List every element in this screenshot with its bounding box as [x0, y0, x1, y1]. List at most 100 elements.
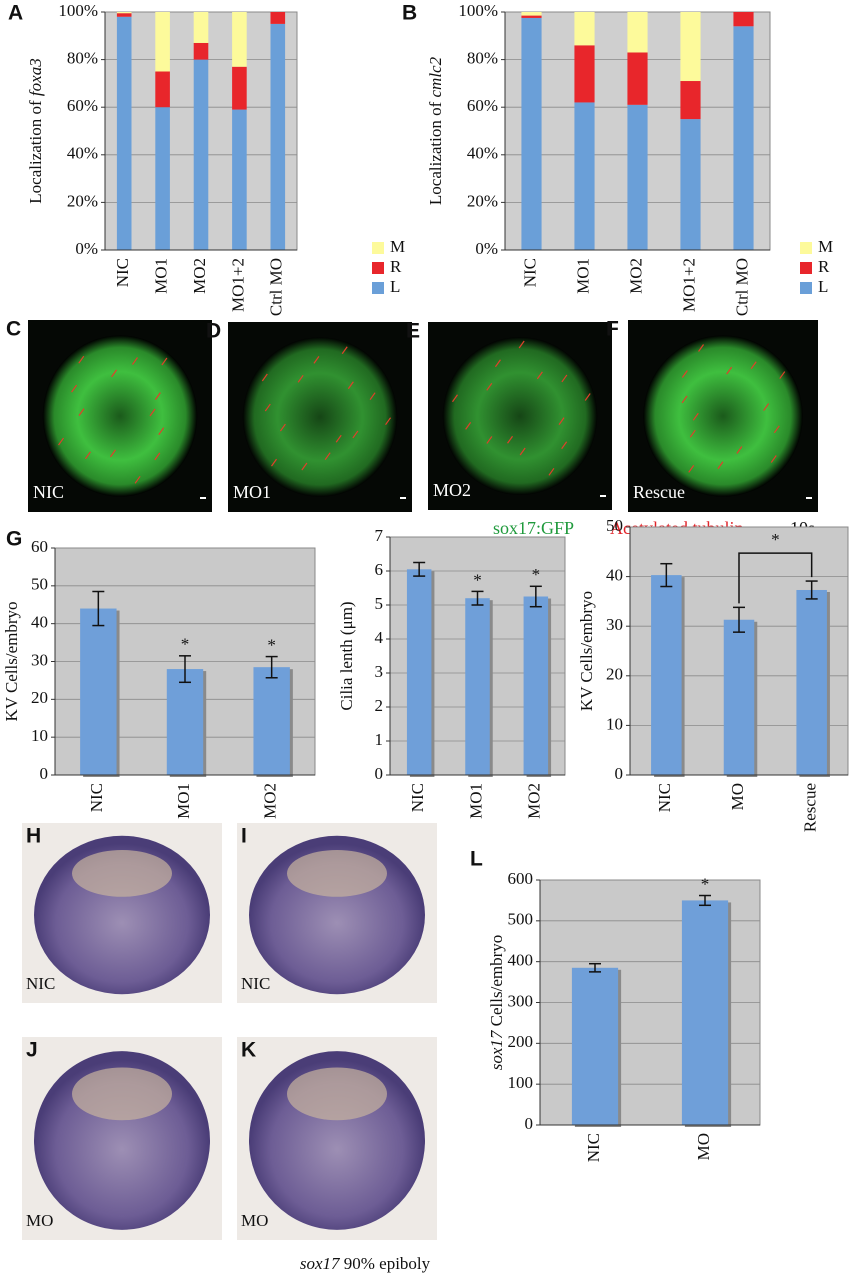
- text-part: 90% epiboly: [340, 1254, 431, 1273]
- y-tick-label: 0%: [75, 239, 98, 258]
- bar: [465, 598, 490, 775]
- y-tick-label: 0: [615, 764, 624, 783]
- legend-swatch: [800, 282, 812, 294]
- y-tick-label: 400: [508, 951, 534, 970]
- bracket: [738, 552, 813, 604]
- text-part: foxa3: [26, 58, 45, 96]
- panel-letter: L: [470, 848, 483, 871]
- cilium: [71, 384, 78, 393]
- cilium: [301, 462, 308, 471]
- bar: [627, 52, 648, 105]
- y-tick-label: 10: [606, 714, 623, 733]
- x-tick-label: MO: [728, 783, 747, 810]
- x-tick-label: MO1: [152, 258, 171, 294]
- bar: [155, 107, 170, 250]
- cilium: [584, 393, 591, 401]
- cilium: [561, 374, 568, 383]
- y-tick-label: 80%: [67, 49, 98, 68]
- cilium: [261, 373, 268, 382]
- x-tick-label: NIC: [520, 258, 539, 287]
- bar: [166, 669, 204, 775]
- x-tick-label: MO1: [466, 783, 485, 819]
- in-situ-label: NIC: [241, 974, 270, 993]
- text-part: Cilia lenth (μm): [337, 601, 356, 710]
- cilium: [335, 434, 342, 443]
- cilium: [84, 451, 91, 460]
- gfp-signal: [42, 335, 198, 497]
- y-tick-label: 100%: [58, 1, 98, 20]
- y-tick-label: 20: [606, 665, 623, 684]
- y-tick-label: 0%: [475, 239, 498, 258]
- micrograph-label: MO1: [233, 482, 271, 502]
- cilium: [486, 382, 493, 391]
- micrograph-label: MO2: [433, 480, 471, 500]
- cilium: [698, 344, 705, 352]
- cilium: [689, 429, 696, 438]
- in-situ-label: MO: [26, 1211, 53, 1230]
- x-tick-label: NIC: [87, 783, 106, 812]
- text-part: cmlc2: [426, 56, 445, 97]
- cilium: [131, 357, 138, 365]
- cilium: [561, 441, 568, 450]
- bar: [521, 17, 542, 251]
- panel-letter: I: [241, 825, 247, 848]
- legend-label: M: [390, 237, 405, 256]
- cilium: [347, 381, 354, 390]
- cilium: [341, 346, 348, 355]
- y-tick-label: 40: [606, 566, 623, 585]
- y-tick-label: 50: [606, 516, 623, 535]
- cilium: [736, 446, 743, 454]
- bar: [193, 12, 209, 43]
- x-tick-label: MO1: [573, 258, 592, 294]
- y-tick-label: 20%: [467, 191, 498, 210]
- cilium: [770, 455, 777, 463]
- bar: [680, 81, 701, 120]
- gfp-signal: [643, 335, 803, 497]
- y-tick-label: 60%: [467, 96, 498, 115]
- cilium: [271, 458, 278, 467]
- bar: [574, 45, 595, 103]
- cilium: [779, 371, 786, 379]
- y-tick-label: 40%: [467, 144, 498, 163]
- bar: [733, 12, 754, 27]
- bar: [627, 104, 648, 250]
- x-tick-label: NIC: [584, 1133, 603, 1162]
- y-tick-label: 20%: [67, 191, 98, 210]
- bar: [574, 102, 595, 250]
- text-part: KV Cells/embryo: [2, 601, 21, 721]
- cilium: [161, 357, 168, 366]
- x-tick-label: Ctrl MO: [267, 258, 286, 316]
- x-tick-label: MO2: [261, 783, 280, 819]
- y-tick-label: 6: [375, 560, 384, 579]
- cilium: [763, 403, 770, 411]
- micrograph-label: Rescue: [633, 482, 685, 502]
- cilium: [352, 430, 359, 439]
- bar: [116, 12, 132, 14]
- text-part: Localization of: [26, 96, 45, 204]
- bar: [253, 667, 290, 775]
- x-tick-label: NIC: [408, 783, 427, 812]
- significance: *: [701, 874, 710, 893]
- cilium: [494, 359, 501, 368]
- bar: [523, 596, 549, 775]
- cilium: [78, 408, 85, 417]
- gfp-signal: [442, 337, 598, 495]
- cilium: [536, 371, 543, 380]
- legend-swatch: [372, 262, 384, 274]
- cilium: [149, 408, 156, 417]
- cilium: [507, 435, 514, 444]
- y-axis-label: sox17 Cells/embryo: [487, 935, 506, 1071]
- y-axis-label: KV Cells/embryo: [2, 601, 21, 721]
- in-situ-label: MO: [241, 1211, 268, 1230]
- bar: [80, 608, 117, 775]
- cilium: [297, 374, 304, 383]
- bar: [571, 967, 619, 1125]
- micrograph-label: NIC: [33, 482, 64, 502]
- y-tick-label: 3: [375, 662, 384, 681]
- cilium: [279, 423, 286, 432]
- x-tick-label: MO2: [525, 783, 544, 819]
- embryo-pole: [72, 1067, 172, 1121]
- panel-letter: A: [8, 2, 23, 25]
- cilium: [134, 475, 141, 484]
- y-tick-label: 0: [40, 764, 49, 783]
